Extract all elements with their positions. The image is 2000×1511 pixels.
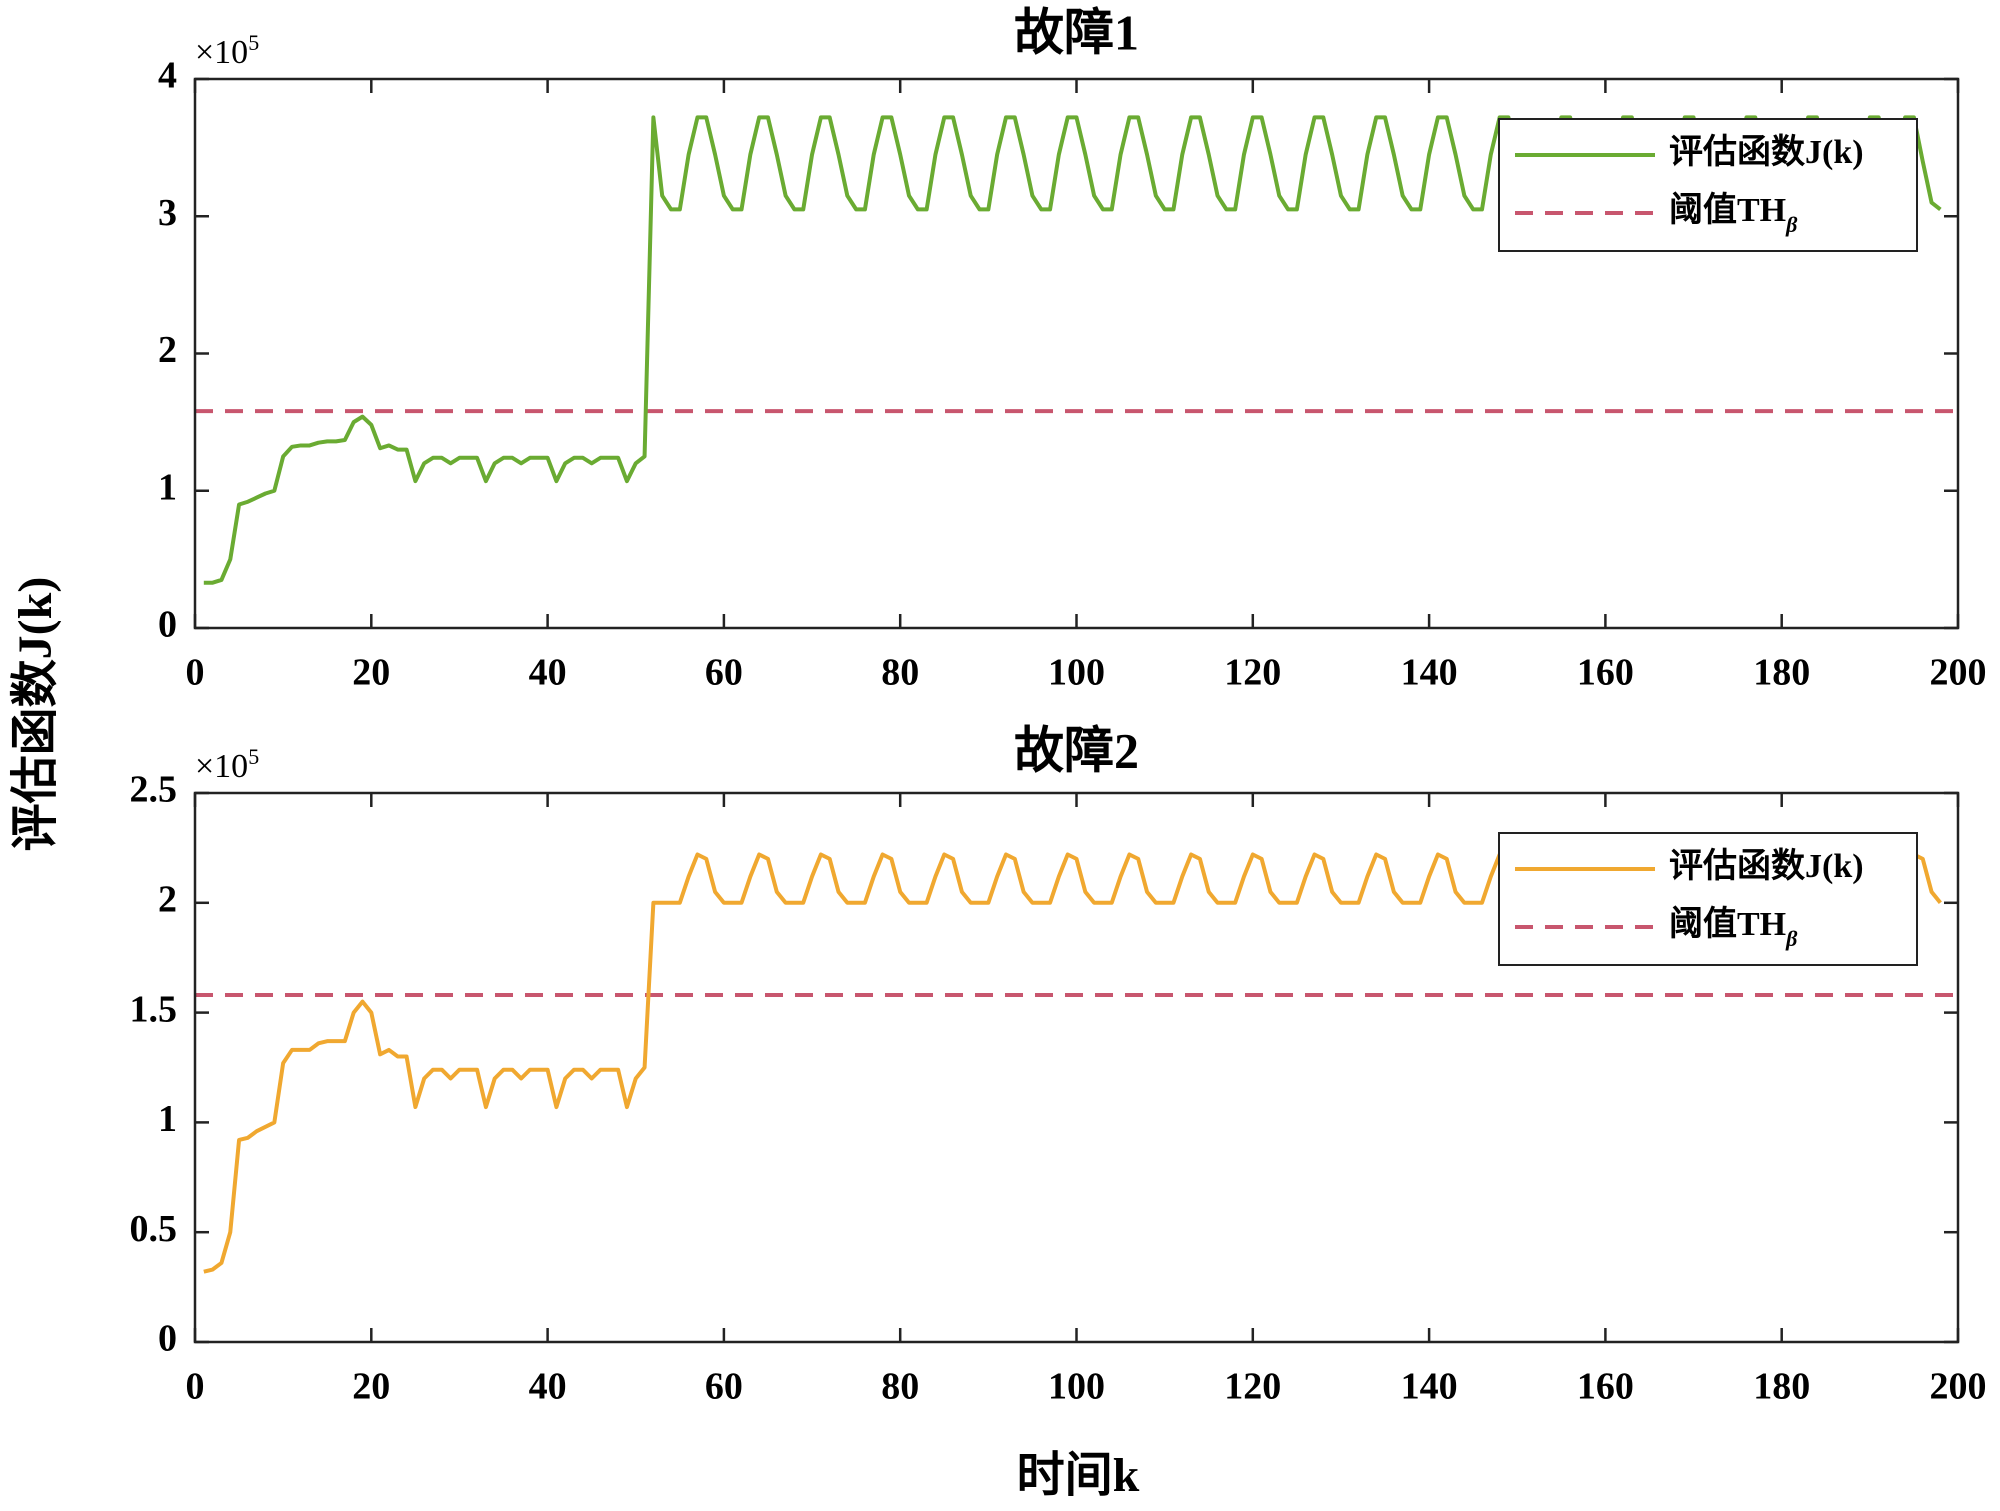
x-tick-label: 20 bbox=[352, 1366, 390, 1408]
y-tick-label: 2.5 bbox=[130, 769, 178, 811]
y-tick-label: 2 bbox=[158, 329, 177, 371]
y-tick-label: 3 bbox=[158, 192, 177, 234]
y-tick-label: 0.5 bbox=[130, 1208, 178, 1250]
x-tick-label: 120 bbox=[1224, 1366, 1281, 1408]
y-tick-label: 0 bbox=[158, 604, 177, 646]
multiplier-base: ×10 bbox=[195, 34, 248, 71]
multiplier-exponent: 5 bbox=[248, 30, 259, 55]
x-tick-label: 40 bbox=[529, 1366, 567, 1408]
legend-label: 阈值THβ bbox=[1669, 905, 1798, 951]
legend-label-main: 阈值TH bbox=[1669, 905, 1786, 943]
legend-label-subscript: β bbox=[1785, 926, 1798, 951]
y-axis-label: 评估函数J(k) bbox=[9, 577, 62, 852]
legend-box bbox=[1498, 118, 1918, 252]
y-tick-label: 1 bbox=[158, 1098, 177, 1140]
x-tick-label: 0 bbox=[186, 652, 205, 694]
chart-title: 故障2 bbox=[1014, 722, 1139, 778]
chart-title: 故障1 bbox=[1014, 4, 1139, 60]
legend-label-subscript: β bbox=[1785, 212, 1798, 237]
x-tick-label: 20 bbox=[352, 652, 390, 694]
x-tick-label: 180 bbox=[1753, 652, 1810, 694]
y-tick-label: 4 bbox=[158, 55, 177, 97]
x-tick-label: 200 bbox=[1930, 652, 1987, 694]
multiplier-base: ×10 bbox=[195, 748, 248, 785]
x-tick-label: 60 bbox=[705, 652, 743, 694]
y-tick-label: 1.5 bbox=[130, 988, 178, 1030]
axis-multiplier: ×105 bbox=[195, 744, 259, 785]
x-axis-label: 时间k bbox=[1017, 1449, 1140, 1502]
x-tick-label: 0 bbox=[186, 1366, 205, 1408]
legend-label: 评估函数J(k) bbox=[1669, 133, 1864, 171]
legend-label: 阈值THβ bbox=[1669, 191, 1798, 237]
x-tick-label: 80 bbox=[881, 652, 919, 694]
x-tick-label: 160 bbox=[1577, 1366, 1634, 1408]
x-tick-label: 80 bbox=[881, 1366, 919, 1408]
multiplier-exponent: 5 bbox=[248, 744, 259, 769]
axis-multiplier: ×105 bbox=[195, 30, 259, 71]
x-tick-label: 200 bbox=[1930, 1366, 1987, 1408]
legend-label: 评估函数J(k) bbox=[1669, 847, 1864, 885]
x-tick-label: 140 bbox=[1401, 1366, 1458, 1408]
x-tick-label: 180 bbox=[1753, 1366, 1810, 1408]
x-tick-label: 120 bbox=[1224, 652, 1281, 694]
y-tick-label: 1 bbox=[158, 466, 177, 508]
y-tick-label: 2 bbox=[158, 879, 177, 921]
legend-box bbox=[1498, 832, 1918, 966]
x-tick-label: 160 bbox=[1577, 652, 1634, 694]
x-tick-label: 100 bbox=[1048, 1366, 1105, 1408]
y-tick-label: 0 bbox=[158, 1318, 177, 1360]
legend-label-main: 阈值TH bbox=[1669, 191, 1786, 229]
x-tick-label: 40 bbox=[529, 652, 567, 694]
x-tick-label: 140 bbox=[1401, 652, 1458, 694]
x-tick-label: 100 bbox=[1048, 652, 1105, 694]
x-tick-label: 60 bbox=[705, 1366, 743, 1408]
